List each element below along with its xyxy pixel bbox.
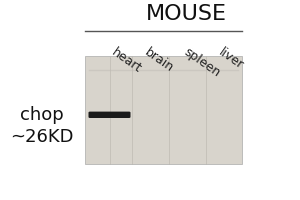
FancyBboxPatch shape — [88, 112, 130, 118]
Text: MOUSE: MOUSE — [146, 4, 226, 24]
Text: brain: brain — [142, 45, 176, 74]
Bar — [85, 56, 242, 164]
Text: spleen: spleen — [182, 45, 223, 80]
Text: chop
~26KD: chop ~26KD — [10, 106, 74, 146]
Text: heart: heart — [110, 45, 144, 75]
Text: liver: liver — [216, 45, 246, 72]
